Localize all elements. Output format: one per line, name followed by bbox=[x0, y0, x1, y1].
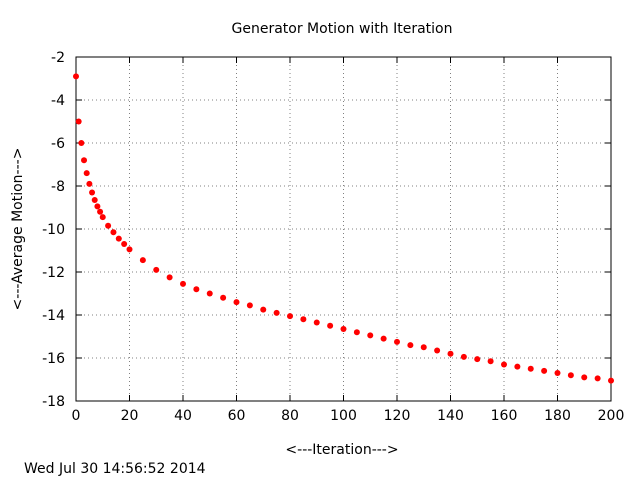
data-point bbox=[220, 294, 227, 301]
data-point bbox=[166, 274, 173, 281]
data-point bbox=[78, 140, 85, 146]
x-tick-label: 140 bbox=[437, 408, 464, 424]
y-tick-label: -18 bbox=[42, 394, 65, 410]
data-point bbox=[273, 309, 280, 316]
x-tick-label: 80 bbox=[281, 408, 299, 424]
data-point bbox=[126, 246, 133, 253]
data-point bbox=[460, 353, 467, 360]
data-point bbox=[153, 266, 160, 273]
data-point bbox=[340, 325, 347, 332]
data-point bbox=[353, 329, 360, 336]
y-tick-label: -8 bbox=[51, 179, 65, 195]
data-point bbox=[86, 180, 93, 187]
y-tick-label: -12 bbox=[42, 265, 65, 281]
data-point bbox=[206, 290, 213, 297]
data-point bbox=[139, 257, 146, 264]
data-point bbox=[594, 375, 601, 382]
grid bbox=[76, 57, 611, 401]
data-point bbox=[97, 208, 104, 215]
data-point bbox=[121, 241, 128, 248]
data-point bbox=[420, 344, 427, 351]
y-tick-label: -4 bbox=[51, 93, 65, 109]
data-point bbox=[75, 118, 82, 125]
data-point bbox=[180, 280, 186, 287]
data-point bbox=[567, 372, 574, 379]
data-point bbox=[514, 363, 521, 370]
axis-ticks bbox=[75, 56, 612, 402]
data-point bbox=[287, 313, 293, 320]
chart-title: Generator Motion with Iteration bbox=[232, 21, 453, 37]
data-point bbox=[474, 356, 481, 363]
data-point bbox=[94, 203, 101, 210]
y-tick-label: -6 bbox=[51, 136, 65, 152]
y-tick-label: -16 bbox=[42, 351, 65, 367]
data-point bbox=[81, 157, 88, 164]
data-point bbox=[83, 170, 90, 177]
y-tick-label: -2 bbox=[51, 50, 65, 66]
data-point bbox=[91, 196, 98, 203]
x-tick-label: 20 bbox=[121, 408, 139, 424]
data-point bbox=[501, 361, 507, 368]
data-point bbox=[110, 229, 117, 236]
x-tick-label: 40 bbox=[174, 408, 192, 424]
y-tick-labels: -2 -4 -6 -8 -10 -12 -14 -16 -18 bbox=[42, 50, 65, 410]
x-tick-label: 60 bbox=[228, 408, 246, 424]
y-axis-label: <---Average Motion---> bbox=[10, 148, 26, 311]
timestamp: Wed Jul 30 14:56:52 2014 bbox=[24, 461, 206, 477]
data-point bbox=[327, 322, 334, 329]
y-tick-label: -10 bbox=[42, 222, 65, 238]
data-point bbox=[89, 189, 96, 196]
data-point bbox=[73, 73, 79, 80]
data-point bbox=[380, 335, 387, 342]
data-point bbox=[581, 374, 588, 381]
data-point bbox=[367, 332, 374, 339]
data-point bbox=[246, 302, 253, 309]
data-point bbox=[193, 286, 200, 293]
data-point bbox=[541, 367, 548, 374]
data-point bbox=[260, 306, 267, 313]
x-tick-label: 180 bbox=[544, 408, 571, 424]
data-point bbox=[99, 214, 106, 221]
x-tick-labels: 0 20 40 60 80 100 120 140 160 180 200 bbox=[72, 408, 625, 424]
data-point bbox=[434, 347, 441, 354]
x-tick-label: 160 bbox=[491, 408, 518, 424]
data-point bbox=[527, 365, 534, 372]
data-points bbox=[73, 73, 614, 384]
x-tick-label: 120 bbox=[384, 408, 411, 424]
data-point bbox=[407, 342, 414, 349]
x-axis-label: <---Iteration---> bbox=[285, 442, 398, 458]
y-tick-label: -14 bbox=[42, 308, 65, 324]
x-tick-label: 100 bbox=[330, 408, 357, 424]
data-point bbox=[105, 222, 112, 229]
data-point bbox=[608, 377, 614, 384]
data-point bbox=[554, 370, 561, 377]
x-tick-label: 0 bbox=[72, 408, 81, 424]
data-point bbox=[487, 358, 494, 365]
data-point bbox=[300, 316, 307, 323]
data-point bbox=[447, 350, 454, 357]
data-point bbox=[313, 319, 320, 326]
data-point bbox=[394, 338, 400, 345]
x-tick-label: 200 bbox=[598, 408, 625, 424]
data-point bbox=[233, 299, 240, 306]
data-point bbox=[115, 235, 122, 242]
